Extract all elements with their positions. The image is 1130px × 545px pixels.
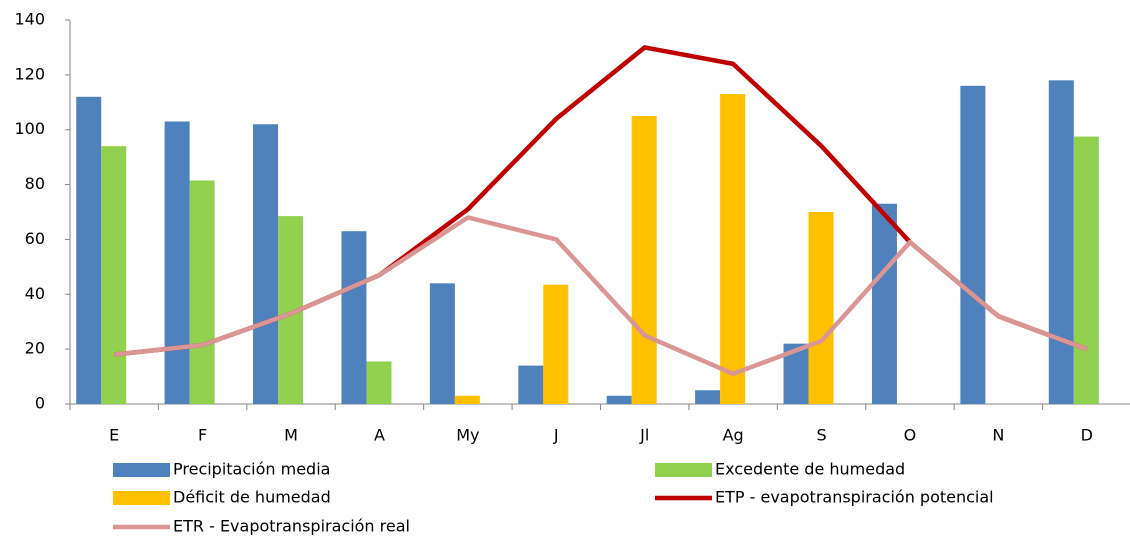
bar — [1073, 136, 1099, 405]
x-tick-label: M — [284, 426, 298, 445]
legend-swatch — [655, 463, 712, 477]
bar — [960, 85, 986, 404]
y-tick-label: 140 — [14, 10, 45, 29]
x-tick-label: Jl — [639, 426, 649, 445]
bar — [164, 121, 190, 404]
bar — [606, 395, 632, 404]
bar — [631, 116, 657, 404]
x-tick-label: O — [904, 426, 917, 445]
bar — [454, 395, 480, 404]
x-tick-label: F — [198, 426, 207, 445]
y-tick-label: 20 — [25, 339, 45, 358]
bar — [518, 365, 544, 404]
legend-swatch — [113, 463, 170, 477]
y-tick-label: 80 — [25, 174, 45, 193]
bar — [101, 146, 127, 404]
bar — [76, 96, 102, 405]
x-tick-label: My — [456, 426, 479, 445]
y-tick-label: 40 — [25, 284, 45, 303]
bar — [429, 283, 455, 404]
bar — [189, 180, 215, 404]
x-tick-label: Ag — [723, 426, 744, 445]
y-tick-label: 100 — [14, 119, 45, 138]
x-tick-label: A — [374, 426, 385, 445]
line — [113, 215, 1088, 377]
bar — [543, 284, 569, 404]
bar — [341, 231, 367, 404]
bar — [253, 124, 279, 404]
legend-label: Excedente de humedad — [715, 460, 905, 479]
bar — [695, 390, 721, 404]
y-tick-label: 60 — [25, 229, 45, 248]
y-tick-label: 120 — [14, 64, 45, 83]
x-tick-label: E — [109, 426, 119, 445]
bar — [871, 203, 897, 404]
bar — [720, 94, 746, 405]
x-tick-label: D — [1081, 426, 1093, 445]
y-tick-label: 0 — [35, 394, 45, 413]
x-tick-label: S — [816, 426, 826, 445]
x-tick-label: J — [553, 426, 559, 445]
legend-label: ETP - evapotranspiración potencial — [715, 488, 994, 507]
bar — [366, 361, 392, 404]
legend-swatch — [113, 491, 170, 505]
bar — [1048, 80, 1074, 404]
bar — [808, 212, 834, 404]
legend-label: ETR - Evapotranspiración real — [173, 517, 410, 536]
legend-label: Precipitación media — [173, 460, 330, 479]
x-tick-label: N — [992, 426, 1004, 445]
legend-label: Déficit de humedad — [173, 488, 331, 507]
